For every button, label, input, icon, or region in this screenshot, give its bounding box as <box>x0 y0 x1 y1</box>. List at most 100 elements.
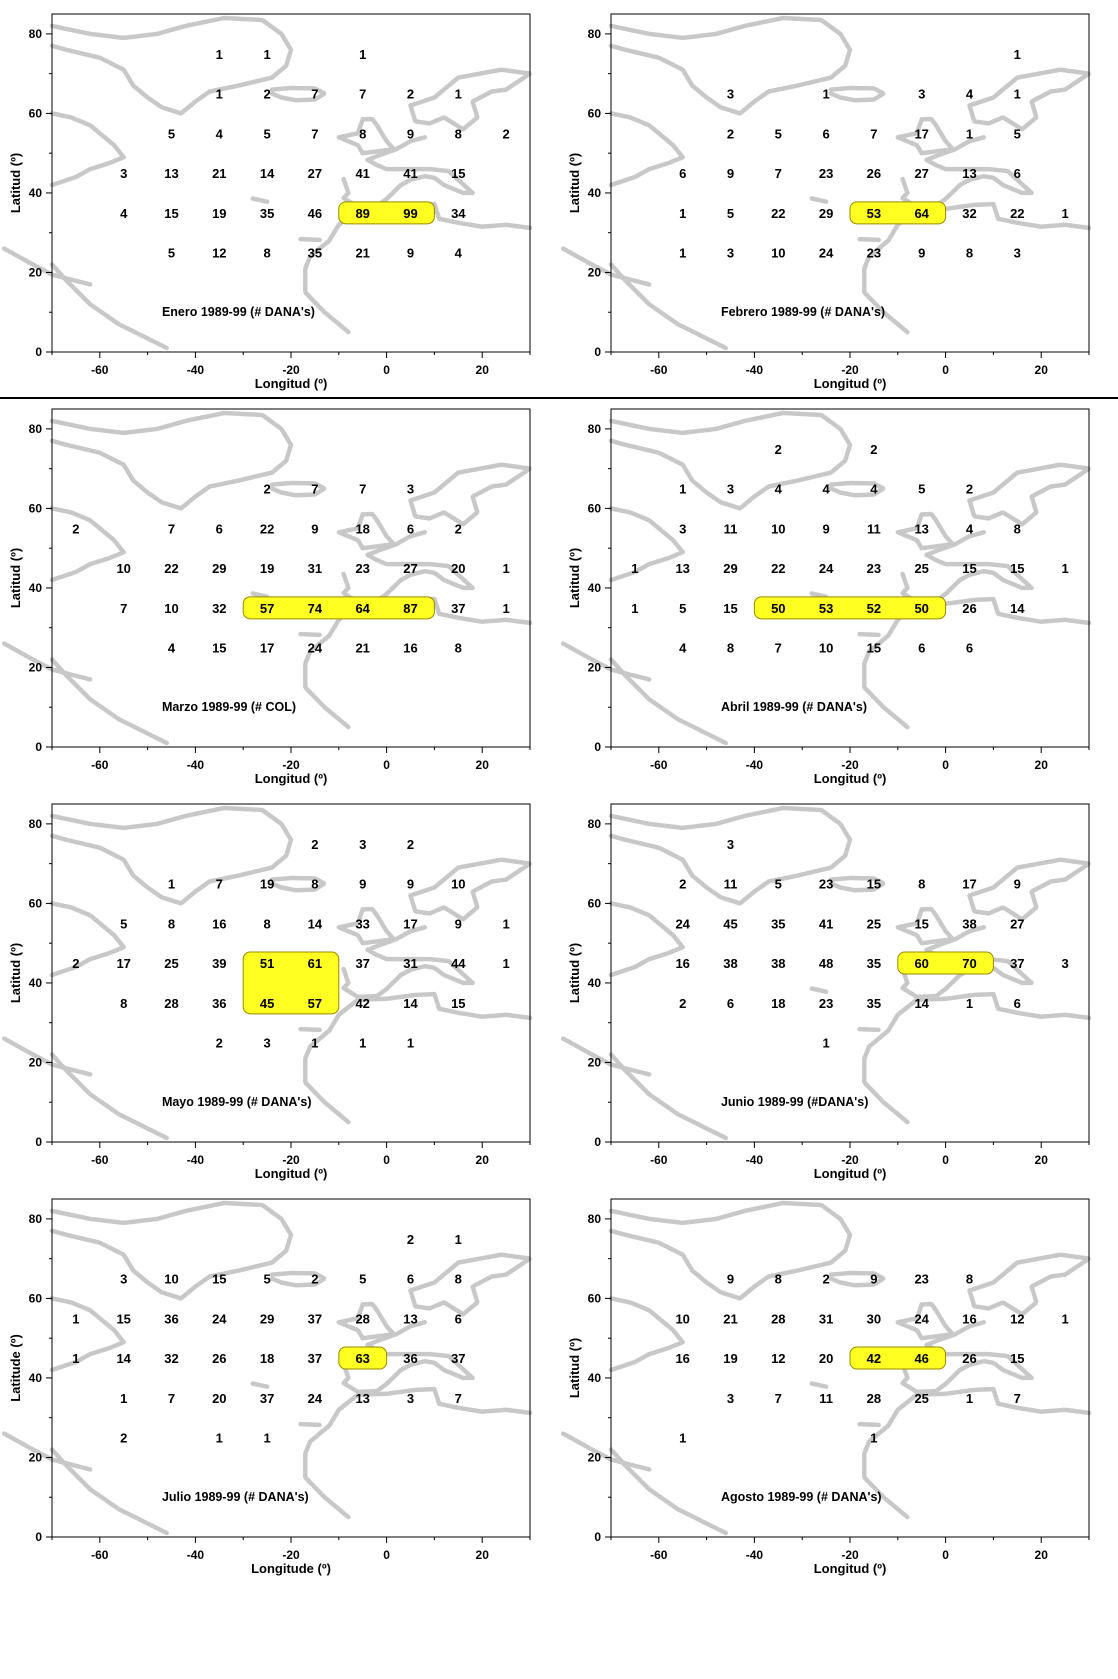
x-tick-label: -40 <box>187 363 205 377</box>
grid-count-label: 34 <box>451 206 466 221</box>
grid-count-label: 21 <box>723 1311 737 1326</box>
grid-count-label: 8 <box>120 996 127 1011</box>
y-tick-label: 60 <box>29 106 43 120</box>
panel-title: Agosto 1989-99 (# DANA's) <box>721 1490 882 1504</box>
grid-count-label: 10 <box>675 1311 689 1326</box>
grid-count-label: 4 <box>679 641 687 656</box>
grid-count-label: 1 <box>263 1431 270 1446</box>
grid-count-label: 1 <box>263 47 270 62</box>
grid-count-label: 27 <box>914 166 928 181</box>
grid-count-label: 60 <box>914 956 928 971</box>
x-axis-label: Longitud (º) <box>814 1166 887 1181</box>
y-tick-label: 80 <box>29 27 43 41</box>
coastline <box>1 805 533 1141</box>
grid-count-label: 26 <box>962 601 976 616</box>
grid-count-label: 22 <box>771 561 785 576</box>
grid-count-label: 8 <box>918 877 925 892</box>
grid-count-label: 5 <box>775 877 782 892</box>
grid-count-label: 7 <box>359 87 366 102</box>
x-tick-label: -20 <box>841 758 859 772</box>
grid-count-label: 15 <box>164 206 178 221</box>
grid-count-label: 9 <box>407 877 414 892</box>
grid-count-label: 1 <box>502 601 509 616</box>
grid-count-label: 6 <box>822 126 829 141</box>
grid-count-label: 9 <box>727 1272 734 1287</box>
y-tick-label: 80 <box>588 817 602 831</box>
x-tick-label: 20 <box>476 363 490 377</box>
grid-count-label: 8 <box>727 641 734 656</box>
grid-count-label: 1 <box>679 1431 686 1446</box>
x-tick-label: -20 <box>282 363 300 377</box>
grid-count-label: 57 <box>308 996 322 1011</box>
grid-count-label: 2 <box>502 126 509 141</box>
grid-count-label: 2 <box>407 837 414 852</box>
grid-count-label: 3 <box>263 1036 270 1051</box>
grid-count-label: 14 <box>308 916 323 931</box>
grid-count-label: 26 <box>867 166 881 181</box>
x-tick-label: 0 <box>383 758 390 772</box>
grid-count-label: 17 <box>914 126 928 141</box>
plot-frame <box>610 13 1090 353</box>
grid-count-label: 5 <box>679 601 686 616</box>
max-count-highlight <box>242 596 435 620</box>
grid-count-label: 1 <box>455 87 462 102</box>
grid-count-label: 7 <box>120 601 127 616</box>
x-axis-label: Longitud (º) <box>255 771 328 786</box>
grid-count-label: 6 <box>966 641 973 656</box>
grid-count-label: 3 <box>918 87 925 102</box>
grid-count-label: 13 <box>914 521 928 536</box>
row-separator <box>0 397 1118 399</box>
coastline <box>1 15 533 351</box>
grid-count-label: 6 <box>455 1311 462 1326</box>
grid-count-label: 1 <box>502 561 509 576</box>
grid-count-label: 14 <box>260 166 275 181</box>
grid-count-label: 9 <box>822 521 829 536</box>
y-tick-label: 60 <box>588 106 602 120</box>
y-tick-label: 0 <box>594 345 601 359</box>
x-tick-label: -40 <box>187 1153 205 1167</box>
grid-count-label: 28 <box>771 1311 785 1326</box>
plot-frame <box>51 408 531 748</box>
grid-count-label: 37 <box>260 1391 274 1406</box>
grid-count-label: 41 <box>355 166 369 181</box>
grid-count-label: 18 <box>355 521 369 536</box>
grid-count-label: 50 <box>914 601 928 616</box>
x-tick-label: -40 <box>746 1153 764 1167</box>
grid-count-label: 3 <box>359 837 366 852</box>
grid-count-label: 8 <box>1014 521 1021 536</box>
grid-count-label: 1 <box>631 601 638 616</box>
grid-count-label: 24 <box>914 1311 929 1326</box>
grid-count-label: 10 <box>771 521 785 536</box>
grid-count-label: 14 <box>403 996 418 1011</box>
grid-count-label: 6 <box>407 1272 414 1287</box>
grid-count-label: 11 <box>819 1391 833 1406</box>
y-tick-label: 40 <box>588 581 602 595</box>
x-tick-label: 0 <box>383 363 390 377</box>
grid-count-label: 18 <box>771 996 785 1011</box>
x-tick-label: 20 <box>476 1548 490 1562</box>
grid-count-label: 23 <box>819 996 833 1011</box>
grid-count-label: 99 <box>403 206 417 221</box>
grid-count-label: 19 <box>260 877 274 892</box>
grid-count-label: 2 <box>120 1431 127 1446</box>
plot-frame <box>51 13 531 353</box>
grid-count-label: 8 <box>455 641 462 656</box>
grid-count-label: 36 <box>212 996 226 1011</box>
grid-count-label: 2 <box>775 442 782 457</box>
grid-count-label: 27 <box>1010 916 1024 931</box>
grid-count-label: 21 <box>355 246 369 261</box>
grid-count-label: 2 <box>455 521 462 536</box>
x-tick-label: -60 <box>91 1548 109 1562</box>
y-tick-label: 40 <box>588 186 602 200</box>
grid-count-label: 22 <box>1010 206 1024 221</box>
grid-count-label: 42 <box>355 996 369 1011</box>
grid-count-label: 3 <box>120 166 127 181</box>
grid-count-label: 24 <box>819 561 834 576</box>
grid-count-label: 31 <box>819 1311 833 1326</box>
grid-count-label: 1 <box>72 1311 79 1326</box>
grid-count-label: 1 <box>359 47 366 62</box>
grid-count-label: 24 <box>675 916 690 931</box>
grid-count-label: 3 <box>120 1272 127 1287</box>
plot-frame <box>51 1198 531 1538</box>
